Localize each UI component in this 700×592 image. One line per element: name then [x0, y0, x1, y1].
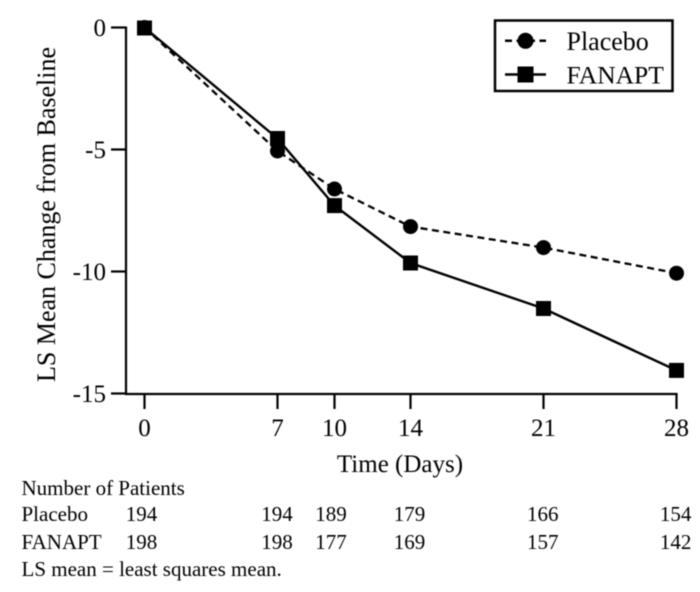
- svg-text:198: 198: [126, 530, 158, 554]
- svg-text:Number of Patients: Number of Patients: [22, 476, 185, 500]
- svg-text:10: 10: [322, 415, 347, 442]
- svg-text:169: 169: [394, 530, 426, 554]
- svg-text:142: 142: [660, 530, 692, 554]
- svg-text:0: 0: [138, 415, 151, 442]
- svg-text:0: 0: [94, 15, 107, 42]
- svg-text:Time (Days): Time (Days): [337, 451, 463, 478]
- svg-text:-5: -5: [85, 137, 106, 164]
- svg-text:LS mean = least squares mean.: LS mean = least squares mean.: [22, 557, 282, 581]
- svg-text:Placebo: Placebo: [22, 502, 88, 526]
- svg-text:FANAPT: FANAPT: [22, 530, 102, 554]
- svg-text:Placebo: Placebo: [567, 27, 649, 56]
- svg-text:7: 7: [271, 415, 284, 442]
- svg-text:-15: -15: [73, 381, 106, 408]
- svg-text:21: 21: [531, 415, 556, 442]
- svg-text:194: 194: [126, 502, 158, 526]
- svg-text:198: 198: [261, 530, 293, 554]
- svg-text:14: 14: [398, 415, 424, 442]
- svg-text:157: 157: [527, 530, 559, 554]
- svg-text:179: 179: [394, 502, 426, 526]
- svg-text:FANAPT: FANAPT: [567, 61, 665, 90]
- svg-text:-10: -10: [73, 259, 106, 286]
- svg-text:189: 189: [315, 502, 347, 526]
- svg-text:194: 194: [261, 502, 293, 526]
- svg-text:166: 166: [527, 502, 559, 526]
- svg-text:LS Mean Change from Baseline: LS Mean Change from Baseline: [32, 47, 61, 382]
- svg-text:154: 154: [660, 502, 692, 526]
- svg-text:177: 177: [315, 530, 347, 554]
- svg-text:28: 28: [664, 415, 689, 442]
